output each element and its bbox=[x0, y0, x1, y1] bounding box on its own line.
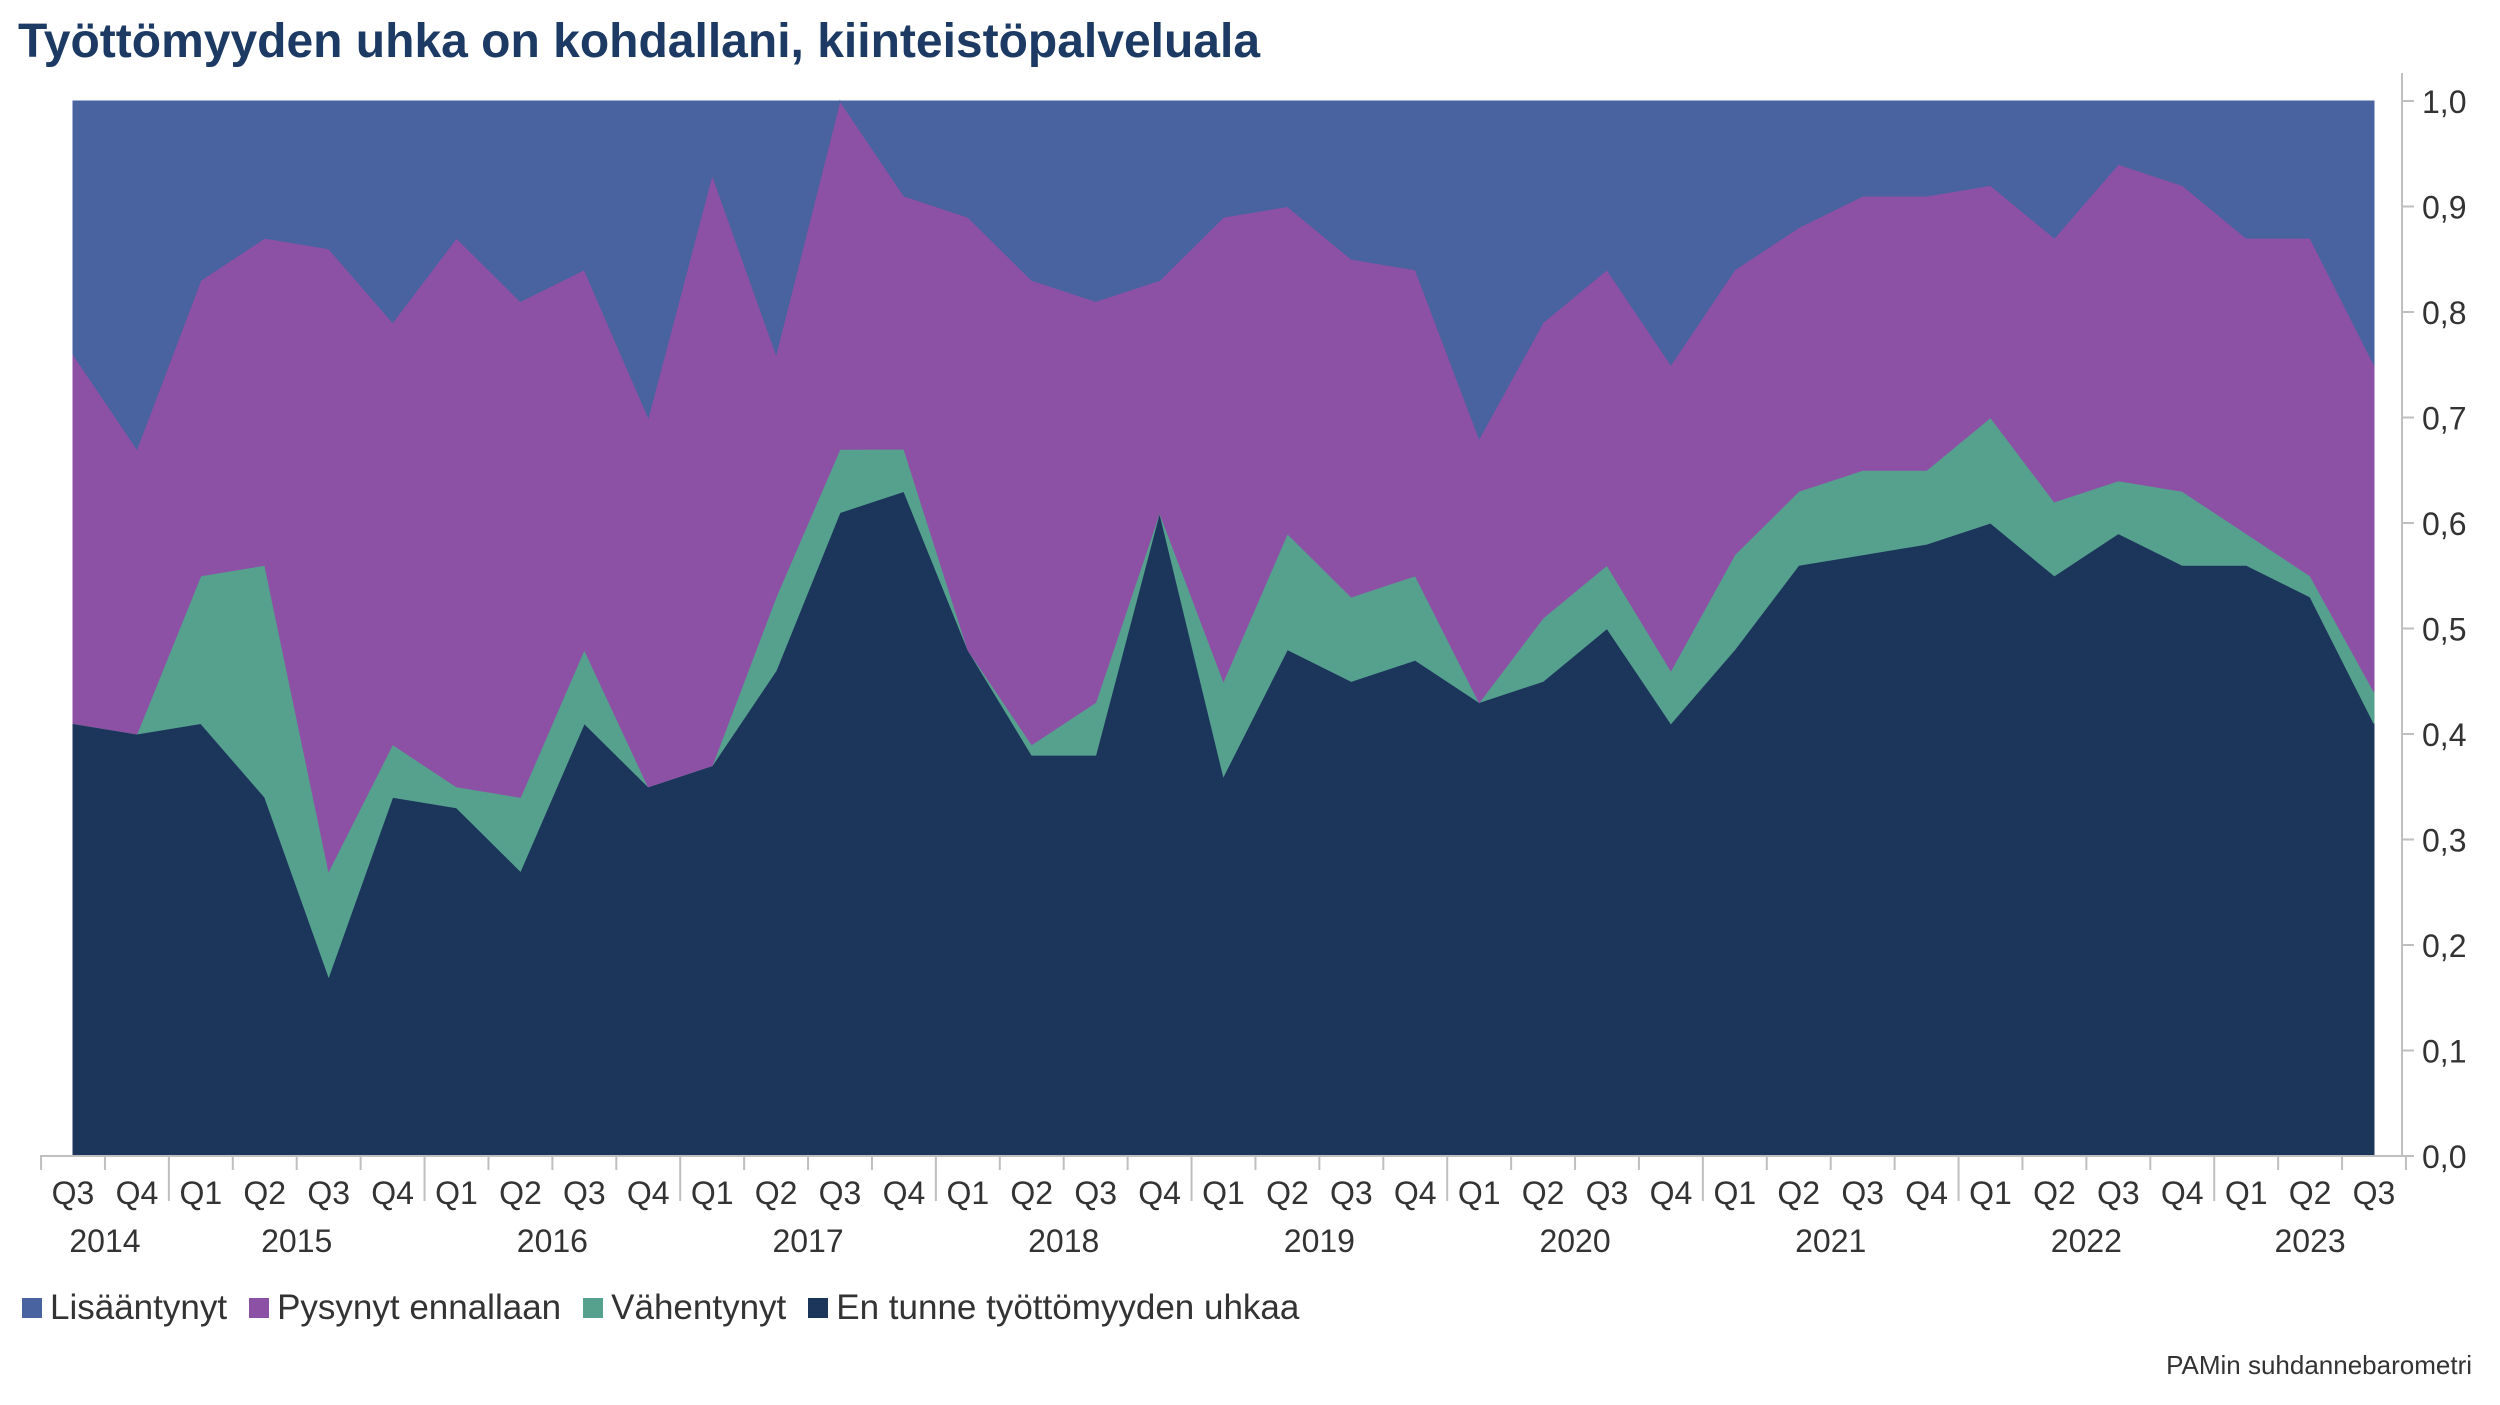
year-label: 2018 bbox=[1028, 1223, 1099, 1259]
x-tick-label: Q2 bbox=[499, 1175, 542, 1211]
y-tick-label: 1,0 bbox=[2422, 84, 2466, 120]
year-label: 2022 bbox=[2051, 1223, 2122, 1259]
x-tick-label: Q3 bbox=[52, 1175, 95, 1211]
x-tick-label: Q4 bbox=[371, 1175, 414, 1211]
legend-label: Vähentynyt bbox=[611, 1288, 787, 1327]
y-tick-label: 0,3 bbox=[2422, 823, 2466, 859]
source-note: PAMin suhdannebarometri bbox=[2166, 1350, 2472, 1380]
x-tick-label: Q3 bbox=[1074, 1175, 1117, 1211]
y-tick-label: 0,9 bbox=[2422, 190, 2466, 226]
legend-item: Vähentynyt bbox=[583, 1288, 786, 1328]
x-tick-label: Q1 bbox=[946, 1175, 989, 1211]
x-tick-label: Q4 bbox=[1905, 1175, 1948, 1211]
x-tick-label: Q2 bbox=[1522, 1175, 1565, 1211]
x-tick-label: Q4 bbox=[627, 1175, 670, 1211]
x-tick-label: Q4 bbox=[1394, 1175, 1437, 1211]
x-tick-label: Q3 bbox=[819, 1175, 862, 1211]
x-tick-label: Q3 bbox=[1330, 1175, 1373, 1211]
chart-title: Työttömyyden uhka on kohdallani, kiintei… bbox=[18, 15, 1261, 68]
x-tick-label: Q3 bbox=[2353, 1175, 2396, 1211]
legend: Lisääntynyt Pysynyt ennallaan Vähentynyt En… bbox=[22, 1288, 1321, 1328]
x-tick-label: Q3 bbox=[1586, 1175, 1629, 1211]
x-tick-label: Q1 bbox=[691, 1175, 734, 1211]
x-tick-label: Q4 bbox=[1138, 1175, 1181, 1211]
year-label: 2021 bbox=[1795, 1223, 1866, 1259]
y-tick-label: 0,2 bbox=[2422, 928, 2466, 964]
year-label: 2020 bbox=[1539, 1223, 1610, 1259]
y-tick-label: 0,4 bbox=[2422, 717, 2466, 753]
year-label: 2015 bbox=[261, 1223, 332, 1259]
legend-label: Pysynyt ennallaan bbox=[277, 1288, 562, 1327]
legend-label: Lisääntynyt bbox=[50, 1288, 228, 1327]
x-tick-label: Q2 bbox=[1266, 1175, 1309, 1211]
y-tick-label: 0,0 bbox=[2422, 1139, 2466, 1175]
x-tick-label: Q4 bbox=[883, 1175, 926, 1211]
year-label: 2016 bbox=[517, 1223, 588, 1259]
legend-item: Lisääntynyt bbox=[22, 1288, 227, 1328]
x-tick-label: Q2 bbox=[755, 1175, 798, 1211]
legend-swatch bbox=[249, 1298, 270, 1318]
x-tick-label: Q1 bbox=[2225, 1175, 2268, 1211]
x-tick-label: Q2 bbox=[2289, 1175, 2332, 1211]
legend-label: En tunne työttömyyden uhkaa bbox=[836, 1288, 1300, 1327]
y-tick-label: 0,7 bbox=[2422, 401, 2466, 437]
x-tick-label: Q2 bbox=[1010, 1175, 1053, 1211]
x-tick-label: Q2 bbox=[2033, 1175, 2076, 1211]
x-tick-label: Q4 bbox=[2161, 1175, 2204, 1211]
legend-swatch bbox=[808, 1298, 829, 1318]
series-area-4 bbox=[72, 99, 2375, 451]
year-label: 2014 bbox=[69, 1223, 140, 1259]
x-tick-label: Q4 bbox=[116, 1175, 159, 1211]
y-tick-label: 0,6 bbox=[2422, 506, 2466, 542]
legend-swatch bbox=[583, 1298, 604, 1318]
x-tick-label: Q3 bbox=[1841, 1175, 1884, 1211]
x-tick-label: Q1 bbox=[1202, 1175, 1245, 1211]
legend-swatch bbox=[22, 1298, 42, 1318]
y-tick-label: 0,5 bbox=[2422, 612, 2466, 648]
year-label: 2023 bbox=[2274, 1223, 2345, 1259]
legend-item: Pysynyt ennallaan bbox=[249, 1288, 561, 1328]
x-tick-label: Q2 bbox=[243, 1175, 286, 1211]
x-tick-label: Q3 bbox=[2097, 1175, 2140, 1211]
x-tick-label: Q4 bbox=[1650, 1175, 1693, 1211]
x-tick-label: Q1 bbox=[1969, 1175, 2012, 1211]
year-label: 2019 bbox=[1284, 1223, 1355, 1259]
x-tick-label: Q1 bbox=[1713, 1175, 1756, 1211]
x-tick-label: Q1 bbox=[1458, 1175, 1501, 1211]
x-tick-label: Q3 bbox=[563, 1175, 606, 1211]
year-label: 2017 bbox=[772, 1223, 843, 1259]
y-tick-label: 0,8 bbox=[2422, 295, 2466, 331]
legend-item: En tunne työttömyyden uhkaa bbox=[808, 1288, 1299, 1328]
x-tick-label: Q3 bbox=[307, 1175, 350, 1211]
x-tick-label: Q2 bbox=[1777, 1175, 1820, 1211]
y-tick-label: 0,1 bbox=[2422, 1034, 2466, 1070]
x-tick-label: Q1 bbox=[179, 1175, 222, 1211]
x-tick-label: Q1 bbox=[435, 1175, 478, 1211]
